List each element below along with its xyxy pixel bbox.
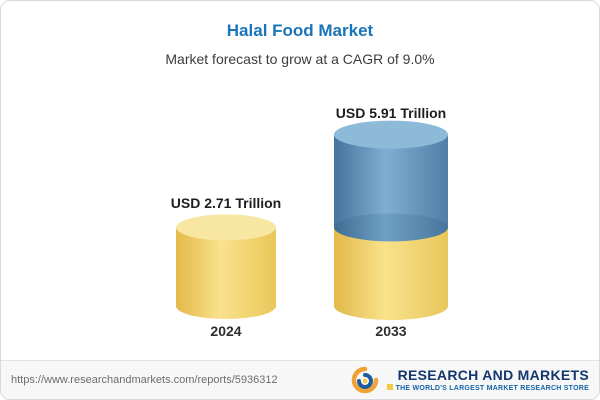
logo-text-block: RESEARCH AND MARKETS THE WORLD'S LARGEST…: [386, 367, 589, 392]
logo-tagline: THE WORLD'S LARGEST MARKET RESEARCH STOR…: [386, 383, 589, 392]
researchandmarkets-logo: RESEARCH AND MARKETS THE WORLD'S LARGEST…: [350, 366, 589, 394]
chart-title: Halal Food Market: [226, 21, 374, 40]
report-url-link[interactable]: https://www.researchandmarkets.com/repor…: [11, 374, 278, 386]
x-axis-label-2033: 2033: [375, 323, 407, 339]
tagline-accent-square: [386, 383, 393, 390]
researchandmarkets-logo-icon: [351, 366, 378, 394]
logo-name: RESEARCH AND MARKETS: [397, 367, 589, 384]
value-label-2024: USD 2.71 Trillion: [170, 195, 282, 211]
chart-subtitle: Market forecast to grow at a CAGR of 9.0…: [165, 51, 435, 67]
footer-bar: https://www.researchandmarkets.com/repor…: [1, 360, 599, 399]
tagline-text: THE WORLD'S LARGEST MARKET RESEARCH STOR…: [395, 384, 589, 392]
x-axis-label-2024: 2024: [210, 323, 242, 339]
value-label-2033: USD 5.91 Trillion: [335, 105, 447, 121]
